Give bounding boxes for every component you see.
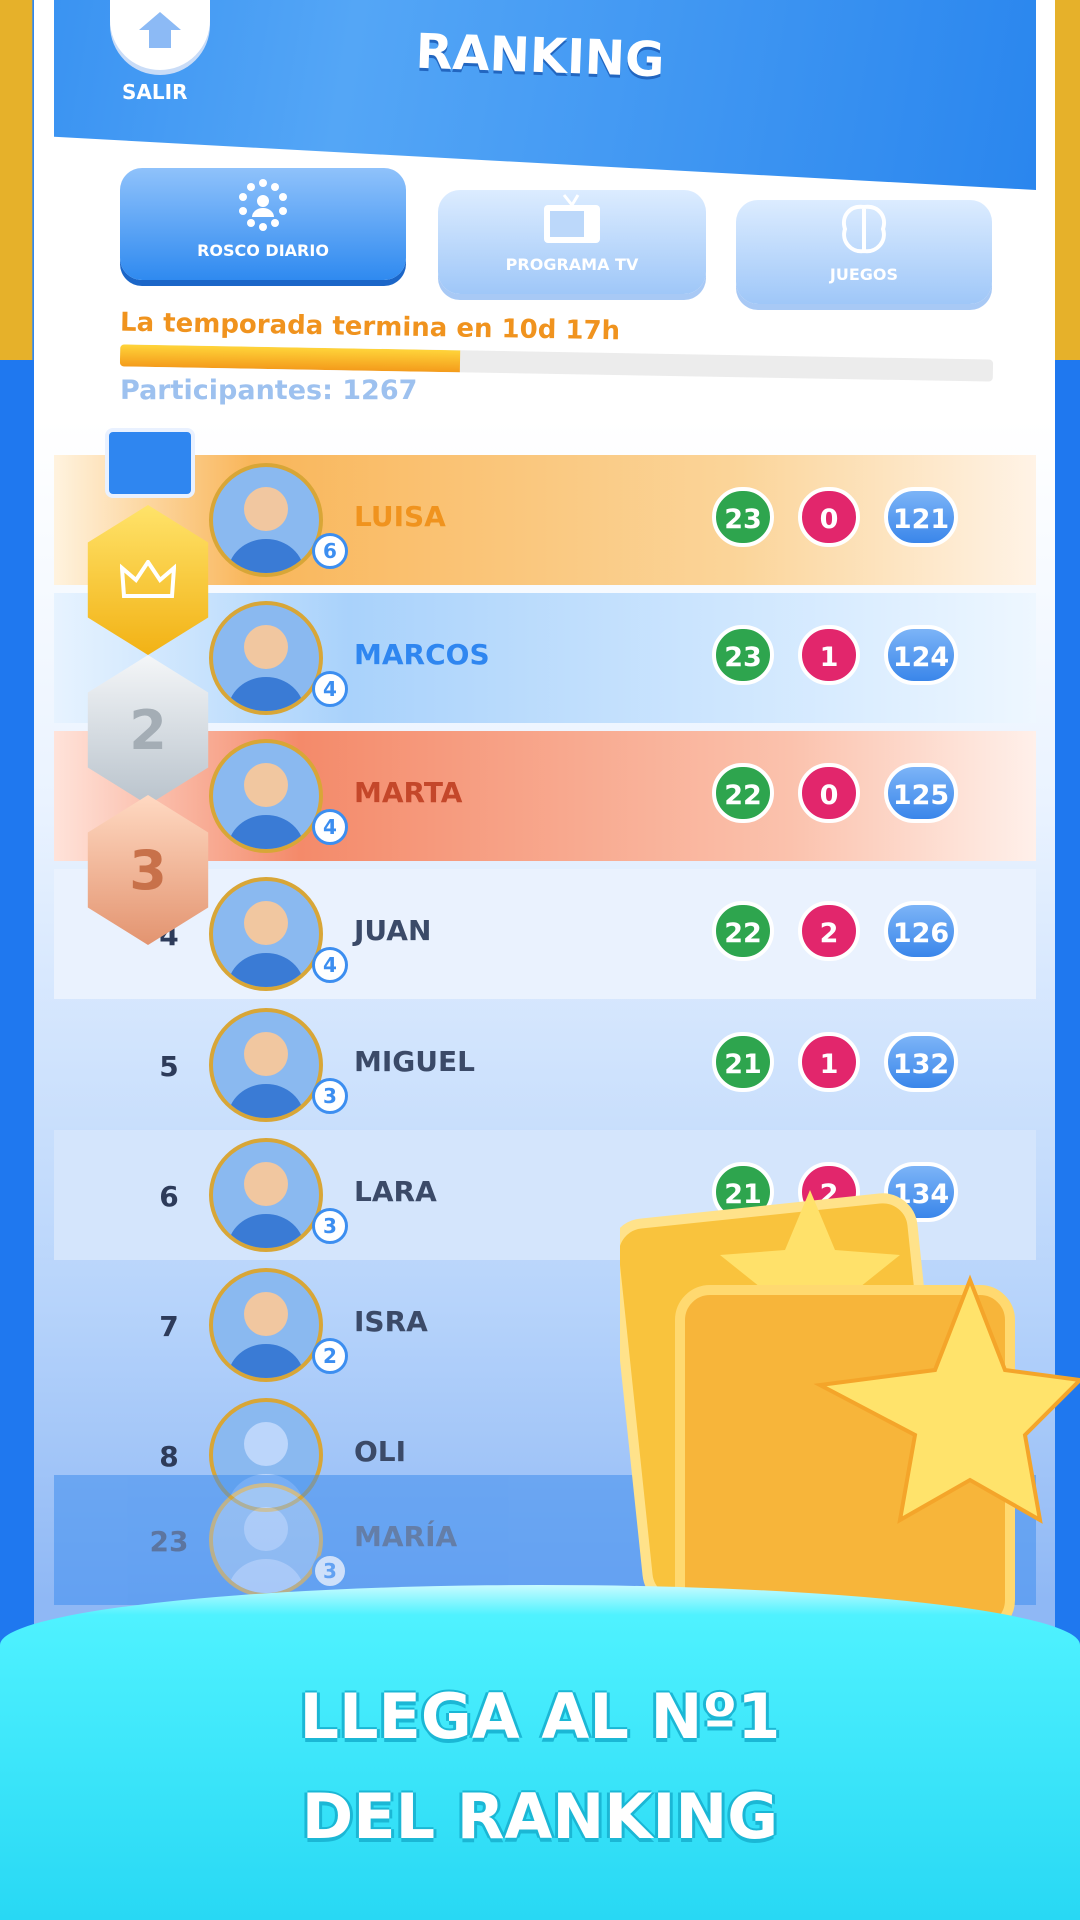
correct-count: 23 (712, 625, 774, 685)
tv-icon (544, 194, 600, 243)
crown-icon (120, 560, 176, 598)
time-value: 124 (884, 625, 958, 685)
user-avatar-icon (228, 1507, 304, 1593)
ranking-row[interactable]: 4 4 JUAN 22 2 126 (54, 869, 1036, 999)
level-badge: 6 (312, 533, 348, 569)
user-avatar-icon (228, 1032, 304, 1118)
ranking-row[interactable]: 7 2 ISRA (54, 1260, 1036, 1390)
user-avatar-icon (228, 1162, 304, 1248)
correct-count: 23 (712, 487, 774, 547)
rank-number: 7 (159, 1310, 179, 1343)
ranking-row[interactable]: 4 MARTA 22 0 125 (54, 731, 1036, 861)
time-value: 125 (884, 763, 958, 823)
rank-number: 23 (149, 1525, 189, 1558)
avatar (209, 1138, 323, 1252)
avatar (209, 1008, 323, 1122)
tab-label: JUEGOS (829, 265, 899, 284)
ranking-row[interactable]: 6 3 LARA 21 2 134 (54, 1130, 1036, 1260)
correct-count: 22 (712, 763, 774, 823)
medal-number: 3 (129, 838, 167, 902)
wrong-count: 1 (798, 625, 860, 685)
exit-label: SALIR (122, 80, 188, 104)
tab-rosco-diario[interactable]: ROSCO DIARIO (120, 168, 406, 280)
player-name: OLI (354, 1435, 407, 1468)
rank-number: 5 (159, 1050, 179, 1083)
participants-count: Participantes: 1267 (120, 375, 418, 406)
bronze-medal: 3 (87, 795, 209, 945)
level-badge: 3 (312, 1553, 348, 1589)
wrong-count: 2 (798, 901, 860, 961)
rank-number: 8 (159, 1440, 179, 1473)
star-cards-decoration (620, 1190, 1080, 1620)
tab-programa-tv[interactable]: PROGRAMA TV (438, 190, 706, 294)
tab-label: PROGRAMA TV (505, 255, 639, 274)
level-badge: 4 (312, 671, 348, 707)
time-value: 121 (884, 487, 958, 547)
ranking-row[interactable]: 5 3 MIGUEL 21 1 132 (54, 1000, 1036, 1130)
user-avatar-icon (228, 487, 304, 573)
promo-line-2: DEL RANKING (301, 1780, 779, 1853)
avatar (209, 739, 323, 853)
tab-juegos[interactable]: JUEGOS (736, 200, 992, 304)
avatar (209, 1268, 323, 1382)
time-value: 126 (884, 901, 958, 961)
player-name: MARTA (354, 776, 463, 809)
time-value: 132 (884, 1032, 958, 1092)
avatar (209, 1483, 323, 1597)
user-avatar-icon (228, 1292, 304, 1378)
player-name: LUISA (354, 500, 446, 533)
player-name: JUAN (354, 914, 432, 947)
medal-number: 2 (129, 698, 167, 762)
tab-label: ROSCO DIARIO (197, 241, 329, 260)
gold-medal (87, 505, 209, 655)
player-name: MARÍA (354, 1520, 458, 1553)
wrong-count: 1 (798, 1032, 860, 1092)
player-name: MIGUEL (354, 1045, 475, 1078)
level-badge: 4 (312, 809, 348, 845)
promo-banner (0, 1585, 1080, 1920)
avatar (209, 601, 323, 715)
avatar (209, 877, 323, 991)
time-value: 134 (884, 1162, 958, 1222)
user-avatar-icon (228, 901, 304, 987)
player-name: LARA (354, 1175, 437, 1208)
rank-number: 6 (159, 1180, 179, 1213)
user-avatar-icon (228, 625, 304, 711)
level-badge: 3 (312, 1208, 348, 1244)
medal-ribbon (105, 428, 195, 498)
silver-medal: 2 (87, 655, 209, 805)
level-badge: 4 (312, 947, 348, 983)
player-name: ISRA (354, 1305, 428, 1338)
correct-count: 21 (712, 1032, 774, 1092)
correct-count: 22 (712, 901, 774, 961)
rosco-icon (239, 179, 287, 231)
player-name: MARCOS (354, 638, 490, 671)
wrong-count: 0 (798, 487, 860, 547)
ranking-row[interactable]: 4 MARCOS 23 1 124 (54, 593, 1036, 723)
avatar (209, 463, 323, 577)
level-badge: 3 (312, 1078, 348, 1114)
promo-line-1: LLEGA AL Nº1 (299, 1680, 781, 1753)
ranking-row[interactable]: 6 LUISA 23 0 121 (54, 455, 1036, 585)
brain-icon (842, 204, 886, 254)
wrong-count: 0 (798, 763, 860, 823)
level-badge: 2 (312, 1338, 348, 1374)
user-avatar-icon (228, 763, 304, 849)
home-icon (139, 12, 181, 48)
